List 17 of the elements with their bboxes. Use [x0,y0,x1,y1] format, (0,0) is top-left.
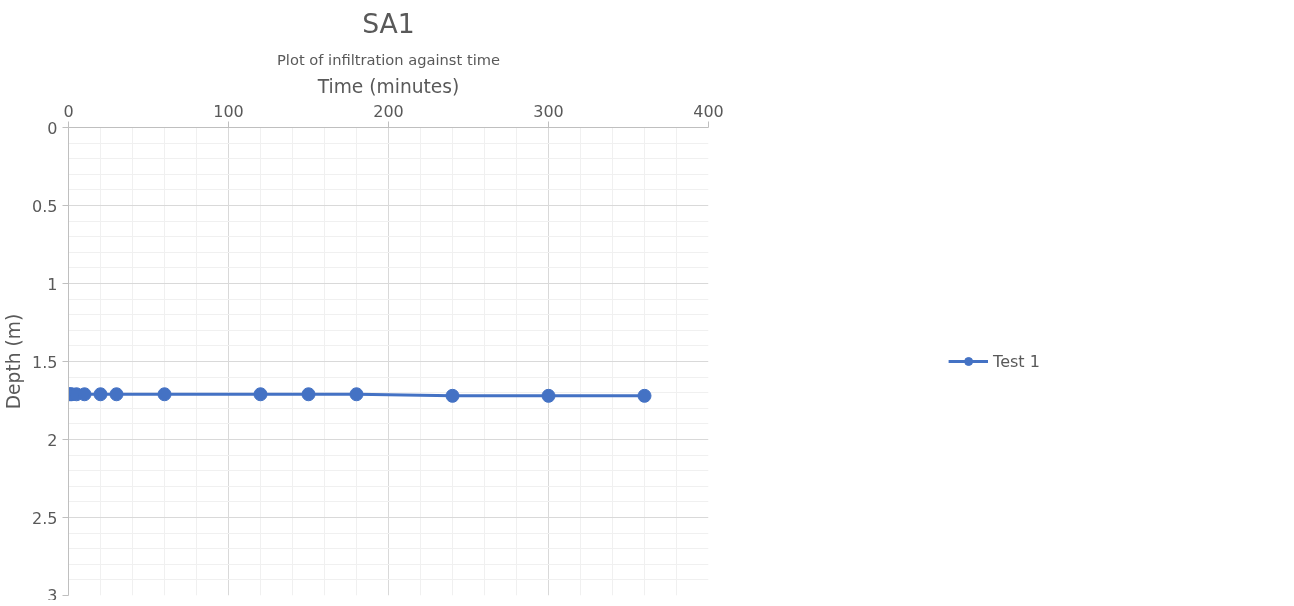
y-tick-label: 2.5 [32,508,58,528]
y-tick-label: 1 [47,274,58,294]
y-tick-label: 1.5 [32,352,58,372]
y-tick-label: 0 [47,118,58,138]
x-tick-label: 200 [373,101,404,121]
x-tick-label: 400 [693,101,724,121]
y-tick-label: 2 [47,430,58,450]
y-axis-title: Depth (m) [3,313,25,410]
x-tick-label: 100 [213,101,244,121]
y-tick-label: 0.5 [32,196,58,216]
y-tick-label: 3 [47,585,58,605]
x-tick-label: 300 [533,101,564,121]
chart-title: SA1 [362,7,415,39]
x-axis-title: Time (minutes) [316,75,460,97]
legend-label: Test 1 [993,351,1040,371]
chart-subtitle: Plot of infiltration against time [277,50,500,68]
x-tick-label: 0 [63,101,74,121]
